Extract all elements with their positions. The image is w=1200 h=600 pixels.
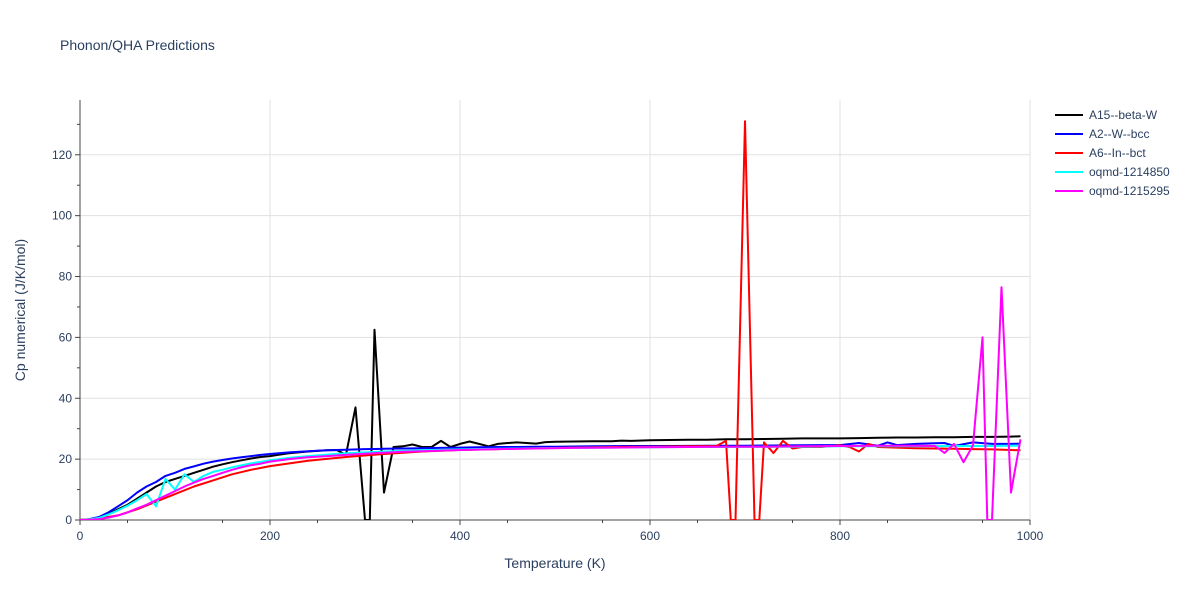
x-tick-label: 600 [640, 529, 660, 543]
x-tick-label: 800 [830, 529, 850, 543]
y-axis-label: Cp numerical (J/K/mol) [12, 239, 28, 381]
legend[interactable]: A15--beta-W A2--W--bcc A6--In--bct oqmd-121… [1055, 108, 1170, 198]
x-tick-label: 400 [450, 529, 470, 543]
series-line-oqmd-1215295 [80, 286, 1022, 520]
legend-label: oqmd-1215295 [1089, 184, 1170, 198]
legend-label: oqmd-1214850 [1089, 165, 1170, 179]
legend-item[interactable]: A2--W--bcc [1055, 127, 1149, 141]
y-tick-label: 60 [59, 330, 73, 344]
legend-label: A2--W--bcc [1089, 127, 1149, 141]
series-line-a15-beta-w [80, 328, 1021, 520]
x-tick-label: 0 [77, 529, 84, 543]
legend-item[interactable]: A15--beta-W [1055, 108, 1158, 122]
legend-label: A15--beta-W [1089, 108, 1158, 122]
y-tick-label: 80 [59, 270, 73, 284]
y-tick-label: 100 [52, 209, 72, 223]
legend-label: A6--In--bct [1089, 146, 1146, 160]
y-tick-label: 120 [52, 148, 72, 162]
legend-item[interactable]: oqmd-1215295 [1055, 184, 1170, 198]
grid-lines [80, 100, 1031, 520]
legend-item[interactable]: oqmd-1214850 [1055, 165, 1170, 179]
y-tick-label: 20 [59, 452, 73, 466]
x-axis-label: Temperature (K) [504, 555, 605, 571]
series-lines [80, 120, 1022, 520]
axes: 0 200 400 600 800 1000 0 20 40 60 80 100 120 [52, 100, 1044, 543]
chart-title: Phonon/QHA Predictions [60, 37, 215, 53]
y-tick-label: 40 [59, 391, 73, 405]
x-tick-label: 200 [260, 529, 280, 543]
series-line-a2-w-bcc [80, 441, 1021, 520]
y-tick-label: 0 [65, 513, 72, 527]
legend-item[interactable]: A6--In--bct [1055, 146, 1146, 160]
x-tick-label: 1000 [1017, 529, 1044, 543]
